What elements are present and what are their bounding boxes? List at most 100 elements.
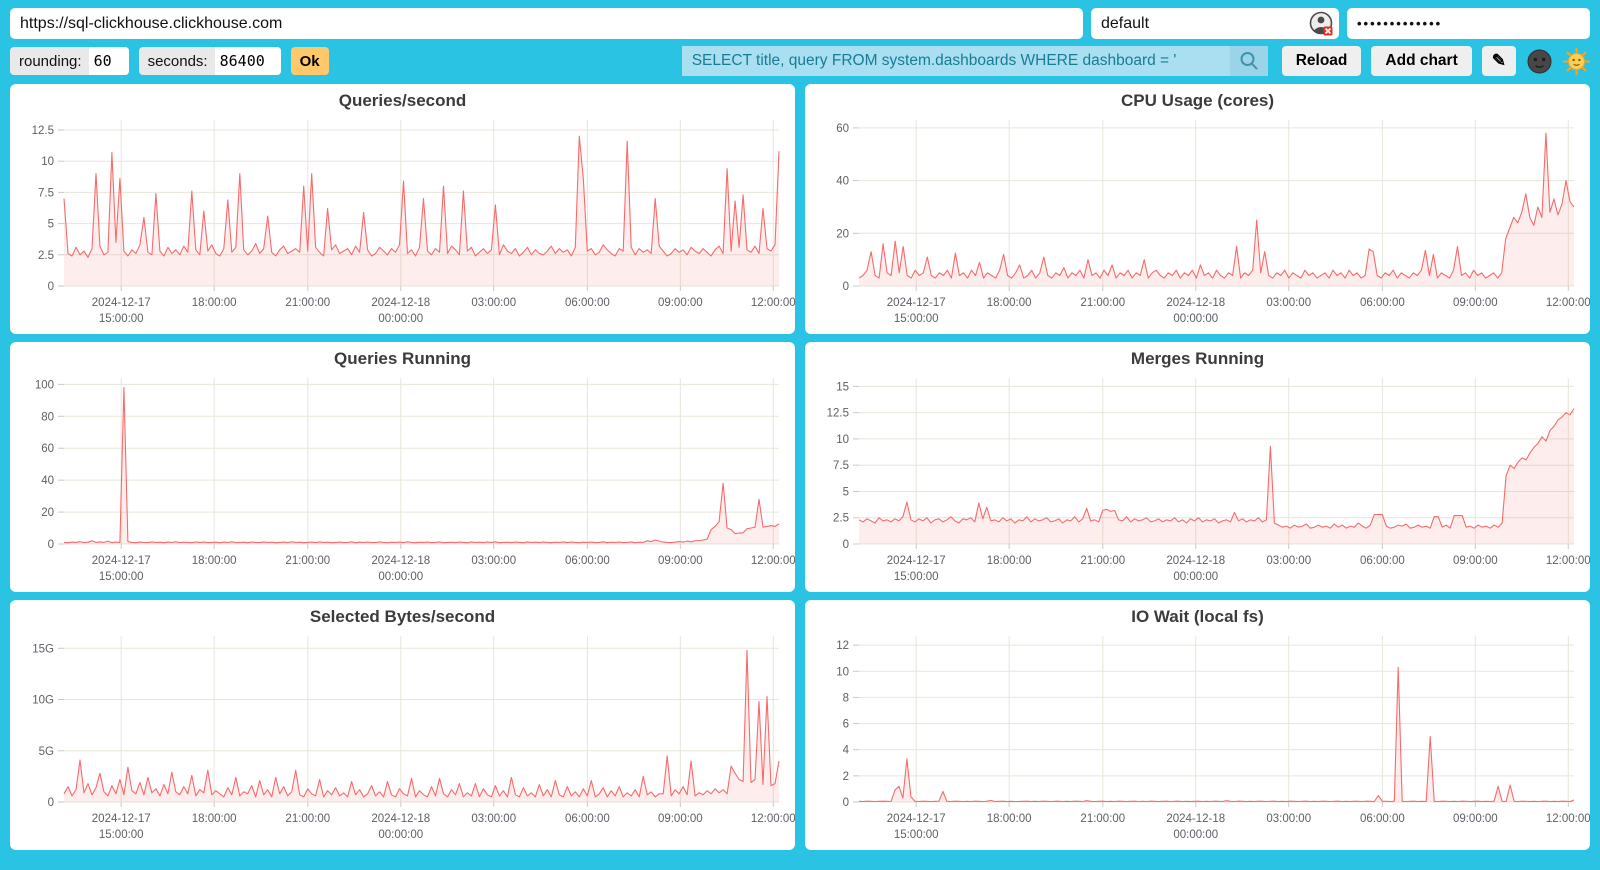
- svg-text:5: 5: [843, 486, 849, 498]
- svg-text:00:00:00: 00:00:00: [1173, 313, 1218, 325]
- chart-plot[interactable]: 0 2.5 5 7.5 10 12.5 15 2024-12-17 15:00:00 18:00:…: [805, 342, 1590, 592]
- reload-button[interactable]: Reload: [1281, 46, 1362, 76]
- svg-text:7.5: 7.5: [38, 187, 54, 199]
- svg-text:15:00:00: 15:00:00: [99, 313, 144, 325]
- svg-text:40: 40: [41, 475, 54, 487]
- svg-text:00:00:00: 00:00:00: [378, 313, 423, 325]
- chart-title: Merges Running: [1130, 349, 1265, 368]
- dark-theme-toggle[interactable]: [1526, 48, 1553, 75]
- svg-text:12:00:00: 12:00:00: [1546, 813, 1590, 825]
- svg-text:06:00:00: 06:00:00: [565, 297, 610, 309]
- svg-text:03:00:00: 03:00:00: [471, 555, 516, 567]
- seconds-control: seconds:: [138, 47, 281, 75]
- svg-text:21:00:00: 21:00:00: [285, 297, 330, 309]
- sun-with-face-icon: [1563, 47, 1590, 75]
- svg-text:03:00:00: 03:00:00: [1266, 555, 1311, 567]
- seconds-input[interactable]: [214, 47, 281, 75]
- chart-plot[interactable]: 0 2.5 5 7.5 10 12.5 2024-12-17 15:00:00 18:00:00…: [10, 84, 795, 334]
- dashboard-query-input[interactable]: [681, 46, 1230, 76]
- dark-moon-face-icon: [1526, 48, 1553, 75]
- svg-text:2024-12-18: 2024-12-18: [1166, 813, 1225, 825]
- rounding-control: rounding:: [10, 47, 129, 75]
- chart-plot[interactable]: 0 20 40 60 80 100 2024-12-17 15:00:00 18:00:00 21…: [10, 342, 795, 592]
- user-status-icon[interactable]: [1309, 11, 1334, 36]
- svg-text:06:00:00: 06:00:00: [1360, 555, 1405, 567]
- svg-text:15:00:00: 15:00:00: [894, 313, 939, 325]
- svg-text:2024-12-18: 2024-12-18: [371, 813, 430, 825]
- top-bar: [0, 0, 1600, 39]
- svg-text:0: 0: [48, 539, 54, 551]
- chart-title: Selected Bytes/second: [309, 607, 496, 626]
- rounding-input[interactable]: [88, 47, 129, 75]
- svg-text:100: 100: [35, 379, 54, 391]
- svg-text:21:00:00: 21:00:00: [285, 813, 330, 825]
- svg-text:2: 2: [843, 771, 849, 783]
- svg-text:40: 40: [836, 176, 849, 188]
- password-input[interactable]: [1347, 8, 1590, 39]
- svg-text:03:00:00: 03:00:00: [1266, 297, 1311, 309]
- svg-text:10: 10: [41, 156, 54, 168]
- svg-text:15:00:00: 15:00:00: [99, 571, 144, 583]
- svg-text:00:00:00: 00:00:00: [1173, 571, 1218, 583]
- chart-plot[interactable]: 0 5G 10G 15G 2024-12-17 15:00:00 18:00:00 21:00…: [10, 600, 795, 850]
- edit-queries-button[interactable]: ✎: [1481, 46, 1516, 76]
- svg-text:03:00:00: 03:00:00: [1266, 813, 1311, 825]
- chart-card-4: Selected Bytes/second 0 5G 10G 15G 2024-12-17…: [10, 600, 795, 850]
- svg-text:0: 0: [48, 281, 54, 293]
- svg-text:8: 8: [843, 692, 849, 704]
- chart-plot[interactable]: 0 20 40 60 2024-12-17 15:00:00 18:00:00 21:00:0…: [805, 84, 1590, 334]
- server-url-input[interactable]: [10, 8, 1083, 39]
- seconds-label: seconds:: [147, 52, 208, 70]
- svg-text:21:00:00: 21:00:00: [285, 555, 330, 567]
- svg-text:12:00:00: 12:00:00: [751, 555, 795, 567]
- chart-plot[interactable]: 0 2 4 6 8 10 12 2024-12-17 15:00:00 18:00:00 21:00…: [805, 600, 1590, 850]
- svg-text:21:00:00: 21:00:00: [1080, 555, 1125, 567]
- chart-title: IO Wait (local fs): [1131, 607, 1264, 626]
- svg-text:80: 80: [41, 411, 54, 423]
- svg-text:18:00:00: 18:00:00: [192, 813, 237, 825]
- charts-grid: Queries/second 0 2.5 5 7.5 10 12.5 2024-12-17 15…: [0, 82, 1600, 860]
- svg-text:00:00:00: 00:00:00: [378, 829, 423, 841]
- chart-card-5: IO Wait (local fs) 0 2 4 6 8 10 12 2024-12-17 15:…: [805, 600, 1590, 850]
- svg-text:03:00:00: 03:00:00: [471, 297, 516, 309]
- svg-text:0: 0: [48, 797, 54, 809]
- add-chart-button[interactable]: Add chart: [1371, 46, 1472, 76]
- svg-text:20: 20: [41, 507, 54, 519]
- svg-text:21:00:00: 21:00:00: [1080, 813, 1125, 825]
- svg-text:12:00:00: 12:00:00: [1546, 297, 1590, 309]
- svg-text:18:00:00: 18:00:00: [192, 297, 237, 309]
- svg-text:18:00:00: 18:00:00: [987, 813, 1032, 825]
- svg-text:12:00:00: 12:00:00: [1546, 555, 1590, 567]
- svg-text:09:00:00: 09:00:00: [658, 555, 703, 567]
- chart-card-2: Queries Running 0 20 40 60 80 100 2024-12-17 15:…: [10, 342, 795, 592]
- svg-text:0: 0: [843, 539, 849, 551]
- svg-text:2024-12-17: 2024-12-17: [887, 813, 946, 825]
- svg-text:15: 15: [836, 381, 849, 393]
- search-button[interactable]: [1229, 46, 1268, 76]
- svg-text:12.5: 12.5: [827, 408, 849, 420]
- svg-text:18:00:00: 18:00:00: [987, 555, 1032, 567]
- rounding-label: rounding:: [19, 52, 82, 70]
- svg-text:2024-12-18: 2024-12-18: [371, 555, 430, 567]
- svg-text:10: 10: [836, 434, 849, 446]
- username-input[interactable]: [1091, 8, 1339, 39]
- svg-text:09:00:00: 09:00:00: [1453, 297, 1498, 309]
- svg-text:2.5: 2.5: [38, 250, 54, 262]
- svg-text:15:00:00: 15:00:00: [99, 829, 144, 841]
- ok-button[interactable]: Ok: [290, 47, 329, 75]
- svg-text:2024-12-17: 2024-12-17: [92, 813, 151, 825]
- username-field-wrap: [1091, 8, 1339, 39]
- svg-text:15G: 15G: [32, 643, 54, 655]
- chart-title: CPU Usage (cores): [1120, 91, 1275, 110]
- light-theme-toggle[interactable]: [1563, 47, 1590, 75]
- svg-text:6: 6: [843, 719, 849, 731]
- svg-text:06:00:00: 06:00:00: [1360, 297, 1405, 309]
- svg-text:12:00:00: 12:00:00: [751, 813, 795, 825]
- svg-text:10G: 10G: [32, 695, 54, 707]
- svg-text:0: 0: [843, 797, 849, 809]
- svg-text:06:00:00: 06:00:00: [565, 813, 610, 825]
- svg-text:09:00:00: 09:00:00: [658, 813, 703, 825]
- svg-text:7.5: 7.5: [833, 460, 849, 472]
- svg-text:20: 20: [836, 228, 849, 240]
- svg-text:2024-12-17: 2024-12-17: [887, 297, 946, 309]
